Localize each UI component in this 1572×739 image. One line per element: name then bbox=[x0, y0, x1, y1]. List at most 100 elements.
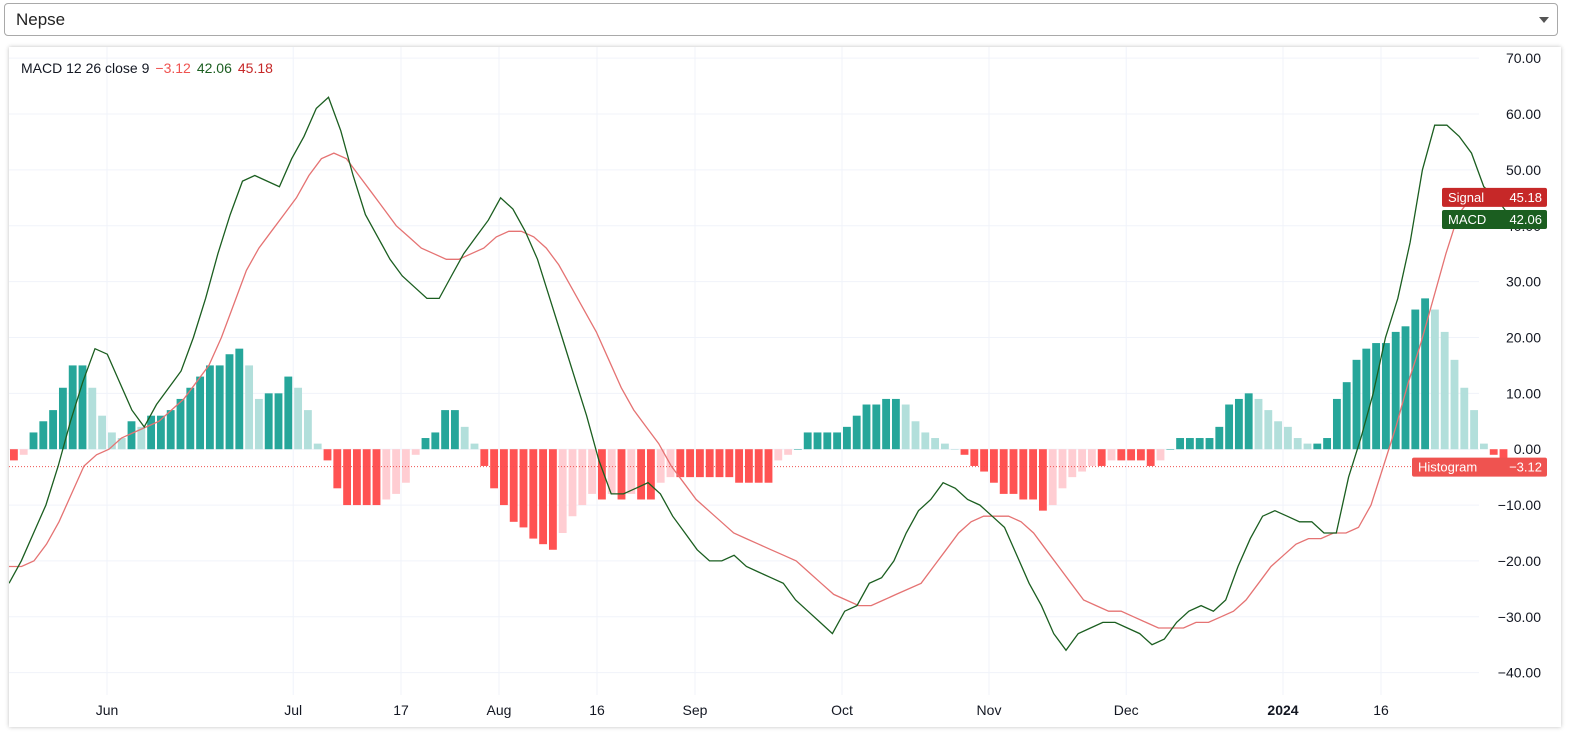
histogram-bar bbox=[98, 415, 107, 450]
histogram-bar bbox=[39, 421, 48, 450]
histogram-bar bbox=[989, 449, 998, 483]
histogram-bar bbox=[294, 387, 303, 450]
histogram-bar bbox=[1234, 398, 1243, 450]
y-tick-label: 10.00 bbox=[1506, 385, 1541, 401]
histogram-bar bbox=[627, 449, 636, 494]
histogram-bar bbox=[950, 449, 959, 450]
x-tick-label: Sep bbox=[683, 702, 708, 718]
histogram-bar bbox=[1136, 449, 1145, 461]
histogram-bar bbox=[558, 449, 567, 533]
histogram-bar bbox=[1440, 331, 1449, 450]
histogram-bar bbox=[147, 415, 156, 450]
histogram-bar bbox=[1068, 449, 1077, 478]
histogram-bar bbox=[1185, 438, 1194, 450]
histogram-bar bbox=[852, 415, 861, 450]
histogram-bar bbox=[784, 449, 793, 455]
histogram-bar bbox=[793, 449, 802, 450]
histogram-bar bbox=[578, 449, 587, 506]
histogram-bar bbox=[1019, 449, 1028, 500]
histogram-bar bbox=[392, 449, 401, 494]
histogram-bar bbox=[931, 438, 940, 450]
histogram-bar bbox=[1401, 326, 1410, 450]
histogram-bar bbox=[735, 449, 744, 483]
histogram-bar bbox=[695, 449, 704, 478]
legend-indicator-name: MACD 12 26 close 9 bbox=[21, 60, 150, 76]
histogram-bar bbox=[9, 449, 18, 461]
y-tick-label: 0.00 bbox=[1514, 441, 1541, 457]
y-tick-label: 30.00 bbox=[1506, 274, 1541, 290]
y-tick-label: −30.00 bbox=[1498, 609, 1541, 625]
legend-signal-value: 45.18 bbox=[237, 60, 273, 76]
price-tag-histogram bbox=[1412, 457, 1547, 477]
macd-chart-svg: 70.0060.0050.0040.0030.0020.0010.000.00−… bbox=[9, 47, 1547, 718]
histogram-bar bbox=[1097, 449, 1106, 466]
histogram-bar bbox=[1460, 387, 1469, 450]
histogram-bar bbox=[568, 449, 577, 517]
histogram-bar bbox=[999, 449, 1008, 494]
histogram-bar bbox=[764, 449, 773, 483]
y-tick-label: −20.00 bbox=[1498, 553, 1541, 569]
histogram-bar bbox=[1146, 449, 1155, 466]
y-tick-label: 60.00 bbox=[1506, 106, 1541, 122]
histogram-bar bbox=[754, 449, 763, 483]
macd-chart-panel[interactable]: MACD 12 26 close 9 −3.12 42.06 45.18 70.… bbox=[9, 47, 1561, 727]
histogram-bar bbox=[1479, 443, 1488, 450]
histogram-bar bbox=[1264, 410, 1273, 450]
histogram-bar bbox=[431, 432, 440, 450]
histogram-bar bbox=[490, 449, 499, 489]
histogram-bar bbox=[411, 449, 420, 455]
histogram-bar bbox=[911, 421, 920, 450]
histogram-bar bbox=[117, 438, 126, 450]
histogram-bar bbox=[1391, 331, 1400, 450]
histogram-bar bbox=[49, 410, 58, 450]
histogram-bar bbox=[450, 410, 459, 450]
histogram-bar bbox=[803, 432, 812, 450]
histogram-bar bbox=[166, 410, 175, 450]
histogram-bar bbox=[333, 449, 342, 489]
histogram-bar bbox=[1411, 309, 1420, 450]
histogram-bar bbox=[1038, 449, 1047, 511]
histogram-bar bbox=[588, 449, 597, 494]
price-tag-value: 45.18 bbox=[1509, 190, 1542, 205]
histogram-bar bbox=[862, 404, 871, 450]
histogram-bar bbox=[901, 404, 910, 450]
histogram-bar bbox=[225, 354, 234, 450]
price-tag-label: Histogram bbox=[1418, 460, 1477, 475]
histogram-bar bbox=[813, 432, 822, 450]
histogram-bar bbox=[539, 449, 548, 545]
histogram-bar bbox=[666, 449, 675, 478]
price-tag-label: MACD bbox=[1448, 212, 1486, 227]
histogram-bar bbox=[519, 449, 528, 528]
histogram-bar bbox=[1117, 449, 1126, 461]
histogram-bar bbox=[1195, 438, 1204, 450]
histogram-bar bbox=[891, 398, 900, 450]
histogram-bar bbox=[107, 432, 116, 450]
histogram-bar bbox=[1078, 449, 1087, 472]
histogram-bar bbox=[441, 410, 450, 450]
x-tick-label: 17 bbox=[393, 702, 409, 718]
x-tick-label: 2024 bbox=[1267, 702, 1298, 718]
histogram-bar bbox=[78, 365, 87, 450]
histogram-bar bbox=[842, 426, 851, 450]
histogram-bar bbox=[235, 348, 244, 450]
histogram-bar bbox=[715, 449, 724, 478]
histogram-bar bbox=[705, 449, 714, 478]
legend-macd-value: 42.06 bbox=[196, 60, 232, 76]
histogram-bar bbox=[1215, 426, 1224, 450]
histogram-bar bbox=[617, 449, 626, 500]
histogram-bar bbox=[882, 398, 891, 450]
symbol-select[interactable]: Nepse bbox=[4, 3, 1558, 36]
histogram-bar bbox=[529, 449, 538, 539]
histogram-bar bbox=[254, 398, 263, 450]
histogram-bar bbox=[303, 410, 312, 450]
x-tick-label: Aug bbox=[487, 702, 512, 718]
histogram-bar bbox=[1342, 382, 1351, 450]
histogram-bar bbox=[1254, 398, 1263, 450]
histogram-bar bbox=[1107, 449, 1116, 461]
histogram-bar bbox=[480, 449, 489, 466]
histogram-bar bbox=[774, 449, 783, 461]
histogram-bar bbox=[352, 449, 361, 506]
histogram-bar bbox=[725, 449, 734, 478]
histogram-bar bbox=[1430, 309, 1439, 450]
histogram-bar bbox=[1176, 438, 1185, 450]
